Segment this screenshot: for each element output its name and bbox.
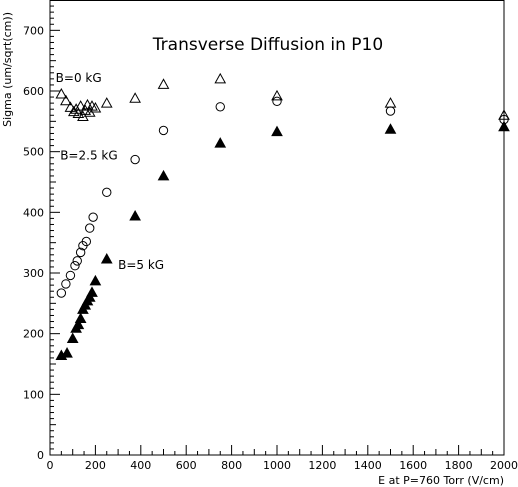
- open-triangle-marker: [157, 78, 170, 89]
- open-circle-marker: [56, 288, 67, 298]
- filled-triangle-marker: [89, 274, 102, 286]
- open-triangle-marker: [129, 92, 141, 103]
- x-axis-title: E at P=760 Torr (V/cm): [378, 474, 504, 487]
- x-tick-label: 1400: [354, 459, 382, 472]
- open-triangle-marker: [74, 100, 87, 111]
- open-circle-marker: [85, 223, 95, 233]
- x-tick-label: 200: [85, 459, 106, 472]
- open-circle-marker: [72, 256, 82, 266]
- open-circle-marker: [81, 236, 92, 247]
- open-triangle-marker: [86, 100, 98, 111]
- open-circle-marker: [75, 247, 86, 258]
- open-triangle-marker: [100, 97, 113, 108]
- open-triangle-marker: [214, 72, 227, 84]
- open-circle-marker: [158, 125, 169, 136]
- y-tick-label: 700: [23, 24, 44, 37]
- open-circle-marker: [65, 270, 76, 281]
- y-tick-label: 600: [23, 85, 44, 98]
- x-tick-label: 1800: [445, 459, 473, 472]
- filled-triangle-marker: [72, 318, 85, 330]
- open-triangle-marker: [498, 109, 510, 120]
- y-axis: 0 100 200 300 400 500 600 700: [23, 5, 60, 462]
- filled-triangle-marker: [271, 125, 283, 137]
- filled-triangle-marker: [384, 123, 397, 134]
- open-circle-marker: [61, 279, 71, 289]
- open-circle-marker: [385, 106, 396, 116]
- annotations: B=0 kG B=2.5 kG B=5 kG: [56, 71, 164, 272]
- open-circle-marker: [130, 154, 140, 165]
- series-annotation: B=2.5 kG: [60, 149, 117, 163]
- filled-triangle-marker: [157, 169, 170, 181]
- open-triangle-marker: [89, 101, 102, 113]
- x-tick-label: 400: [130, 459, 151, 472]
- y-tick-label: 100: [23, 388, 44, 401]
- open-circle-marker: [88, 212, 98, 222]
- y-tick-label: 500: [23, 146, 44, 159]
- series-annotation: B=0 kG: [56, 71, 102, 85]
- filled-triangle-marker: [86, 286, 98, 297]
- open-triangle-marker: [64, 101, 77, 112]
- x-tick-label: 800: [221, 459, 242, 472]
- y-axis-title: Sigma (um/sqrt(cm)): [1, 12, 14, 127]
- x-tick-label: 2000: [490, 459, 518, 472]
- chart-title: Transverse Diffusion in P10: [152, 35, 383, 55]
- filled-triangle-marker: [498, 120, 510, 132]
- filled-triangle-marker: [61, 347, 73, 358]
- y-tick-label: 0: [37, 449, 44, 462]
- filled-triangle-marker: [129, 209, 141, 221]
- open-circle-marker: [215, 102, 225, 112]
- x-tick-label: 1000: [263, 459, 291, 472]
- open-circle-marker: [102, 187, 112, 198]
- open-triangle-marker: [60, 94, 72, 106]
- y-tick-label: 300: [23, 267, 44, 280]
- open-triangle-marker: [271, 89, 283, 101]
- filled-triangle-marker: [74, 312, 87, 323]
- x-tick-label: 1600: [399, 459, 427, 472]
- open-circle-marker: [70, 261, 80, 271]
- x-tick-label: 600: [176, 459, 197, 472]
- series-annotation: B=5 kG: [118, 258, 164, 272]
- y-tick-label: 200: [23, 328, 44, 341]
- filled-triangle-marker: [214, 137, 227, 148]
- x-axis: 0 200 400 600 800 1000 1200 1400 1600 1800 2000: [47, 445, 518, 472]
- y-tick-label: 400: [23, 206, 44, 219]
- filled-triangle-marker: [100, 253, 113, 264]
- x-tick-label: 1200: [308, 459, 336, 472]
- open-circle-marker: [272, 96, 282, 107]
- x-tick-label: 0: [47, 459, 54, 472]
- data-markers: [55, 72, 510, 361]
- filled-triangle-marker: [66, 332, 79, 344]
- open-triangle-marker: [55, 88, 68, 99]
